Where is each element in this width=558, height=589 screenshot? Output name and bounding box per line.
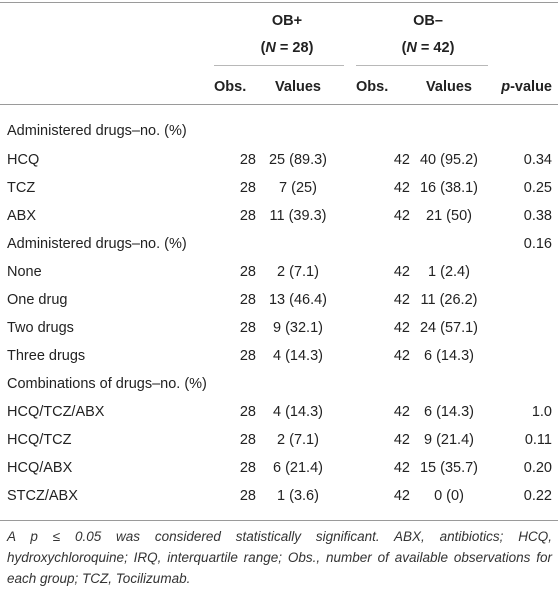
- row-obs1: 28: [239, 432, 256, 448]
- row-label: HCQ/TCZ: [7, 432, 72, 448]
- bottom-rule: [0, 520, 558, 521]
- row-obs1: 28: [239, 264, 256, 280]
- col-obs1: Obs.: [214, 79, 247, 95]
- section-p: 0.16: [523, 236, 552, 252]
- row-label: HCQ/TCZ/ABX: [7, 404, 105, 420]
- group2-n: (N = 42): [401, 40, 455, 56]
- col-values1: Values: [275, 79, 321, 95]
- row-val2: 16 (38.1): [419, 180, 479, 196]
- row-obs1: 28: [239, 488, 256, 504]
- row-val1: 4 (14.3): [273, 348, 323, 364]
- row-p: 1.0: [531, 404, 552, 420]
- row-label: None: [7, 264, 42, 280]
- row-obs1: 28: [239, 208, 256, 224]
- row-obs1: 28: [239, 152, 256, 168]
- row-val1: 11 (39.3): [269, 208, 327, 224]
- group1-n: (N = 28): [260, 40, 314, 56]
- row-obs2: 42: [393, 488, 410, 504]
- row-val1: 25 (89.3): [268, 152, 328, 168]
- row-obs2: 42: [393, 460, 410, 476]
- row-val1: 7 (25): [279, 180, 317, 196]
- row-label: One drug: [7, 292, 68, 308]
- row-p: 0.34: [523, 152, 552, 168]
- group2-n-label: N: [406, 40, 417, 56]
- row-p: 0.25: [523, 180, 552, 196]
- row-obs2: 42: [393, 180, 410, 196]
- row-val2: 21 (50): [426, 208, 472, 224]
- row-obs2: 42: [393, 432, 410, 448]
- row-obs2: 42: [393, 152, 410, 168]
- col-pvalue-prefix: p: [501, 79, 511, 95]
- row-label: Three drugs: [7, 348, 86, 364]
- top-rule: [0, 2, 558, 3]
- row-label: HCQ/ABX: [7, 460, 73, 476]
- row-obs1: 28: [239, 460, 256, 476]
- col-pvalue-suffix: -value: [510, 79, 552, 95]
- group1-n-label: N: [265, 40, 276, 56]
- row-val1: 6 (21.4): [273, 460, 323, 476]
- row-val1: 2 (7.1): [277, 264, 319, 280]
- col-pvalue: p-value: [492, 78, 552, 96]
- row-obs2: 42: [393, 404, 410, 420]
- row-label: STCZ/ABX: [7, 488, 78, 504]
- row-p: 0.38: [523, 208, 552, 224]
- row-val1: 13 (46.4): [268, 292, 328, 308]
- row-val2: 24 (57.1): [419, 320, 479, 336]
- row-obs2: 42: [393, 208, 410, 224]
- row-obs2: 42: [393, 292, 410, 308]
- group1-rule: [214, 65, 344, 66]
- section-title: Administered drugs–no. (%): [7, 236, 187, 252]
- col-values2: Values: [426, 79, 472, 95]
- row-obs1: 28: [239, 292, 256, 308]
- row-label: HCQ: [7, 152, 40, 168]
- row-obs2: 42: [393, 320, 410, 336]
- header-rule: [0, 104, 558, 105]
- row-val2: 9 (21.4): [424, 432, 474, 448]
- row-val2: 1 (2.4): [428, 264, 470, 280]
- row-label: Two drugs: [7, 320, 74, 336]
- row-val1: 4 (14.3): [273, 404, 323, 420]
- row-obs1: 28: [239, 348, 256, 364]
- row-val1: 2 (7.1): [277, 432, 319, 448]
- section-title: Combinations of drugs–no. (%): [7, 376, 207, 392]
- row-val2: 6 (14.3): [424, 404, 474, 420]
- row-label: ABX: [7, 208, 37, 224]
- row-val1: 1 (3.6): [277, 488, 319, 504]
- row-p: 0.22: [523, 488, 552, 504]
- row-val2: 11 (26.2): [420, 292, 478, 308]
- row-p: 0.20: [523, 460, 552, 476]
- row-obs2: 42: [393, 348, 410, 364]
- group1-n-value: = 28: [275, 40, 309, 56]
- group2-rule: [356, 65, 488, 66]
- table-footnote: A p ≤ 0.05 was considered statistically …: [7, 529, 552, 586]
- row-obs1: 28: [239, 404, 256, 420]
- group2-n-value: = 42: [416, 40, 450, 56]
- group2-name: OB–: [413, 13, 443, 29]
- group1-name: OB+: [271, 13, 303, 29]
- row-label: TCZ: [7, 180, 36, 196]
- row-val2: 40 (95.2): [419, 152, 479, 168]
- row-obs2: 42: [393, 264, 410, 280]
- row-val2: 6 (14.3): [424, 348, 474, 364]
- row-p: 0.11: [524, 432, 552, 448]
- col-obs2: Obs.: [356, 79, 389, 95]
- row-obs1: 28: [239, 180, 256, 196]
- section-title: Administered drugs–no. (%): [7, 123, 187, 139]
- row-val2: 0 (0): [434, 488, 464, 504]
- row-obs1: 28: [239, 320, 256, 336]
- row-val2: 15 (35.7): [419, 460, 479, 476]
- row-val1: 9 (32.1): [273, 320, 323, 336]
